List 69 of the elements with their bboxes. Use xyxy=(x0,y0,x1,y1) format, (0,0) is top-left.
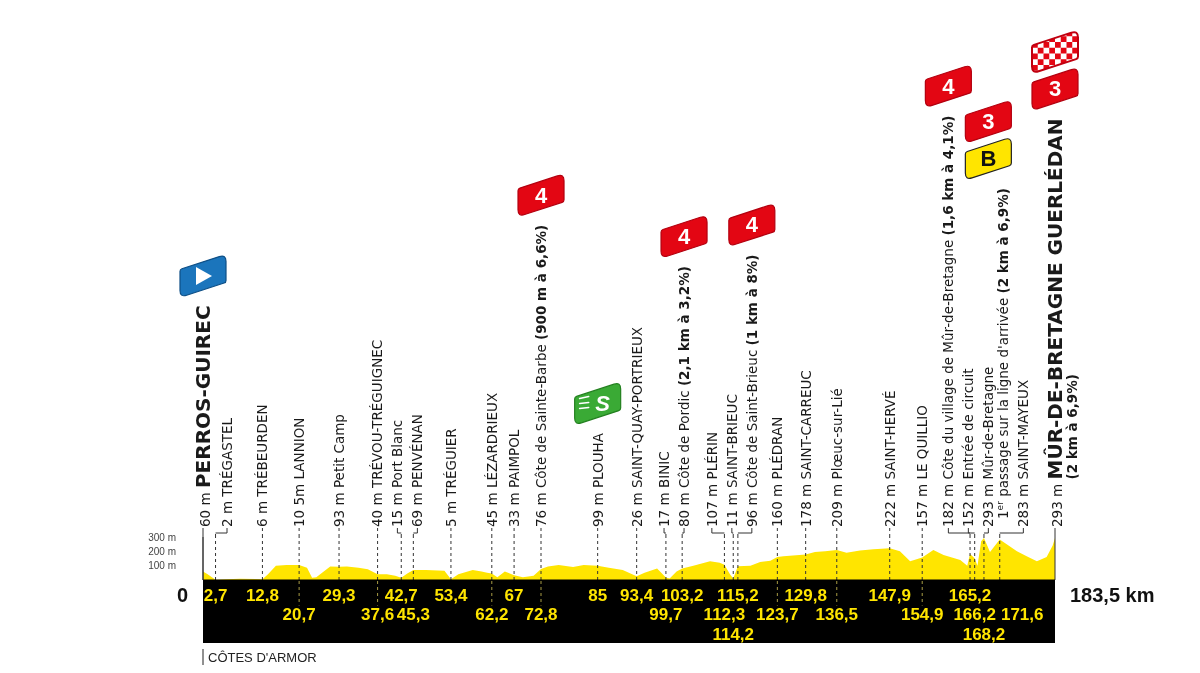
annotation: 37,6 xyxy=(361,605,395,624)
ref-line-label: 107 m PLÉRIN xyxy=(703,431,720,527)
ref-line-label: 293 m MÛR-DE-BRETAGNE GUERLÉDAN (2 km à 6,9%) xyxy=(1043,118,1080,527)
y-tick-label: 200 m xyxy=(148,545,176,557)
annotation: 168,2 xyxy=(962,624,1006,644)
x-tick-label: 129,8 xyxy=(784,585,827,605)
y-tick-label: 100 m xyxy=(148,560,176,572)
ref-line-label: 45 m LÉZARDRIEUX xyxy=(483,392,500,527)
ref-line-label: 33 m PAIMPOL xyxy=(506,429,523,527)
ref-line-label: 80 m Côte de Pordic (2,1 km à 3,2%) xyxy=(676,266,693,527)
x-tick-label: 53,4 xyxy=(434,585,469,605)
ref-line-label: 15 m Port Blanc xyxy=(389,419,406,527)
y-tick-label: 300 m xyxy=(148,531,176,543)
text: 3 xyxy=(982,109,995,135)
x-tick-label: 67 xyxy=(504,585,524,605)
ref-line-label: 209 m Plœuc-sur-Lié xyxy=(828,388,845,527)
x-tick-label: 85 xyxy=(588,585,608,605)
ref-line-label: 10 5m LANNION xyxy=(291,417,308,527)
ref-line-label: 93 m Petit Camp xyxy=(331,414,348,527)
annotation: 136,5 xyxy=(815,605,859,624)
ref-line-label: 17 m BINIC xyxy=(656,451,673,527)
annotation: 183,5 km xyxy=(1070,584,1155,606)
annotation: 171,6 xyxy=(1000,605,1044,624)
annotation: 114,2 xyxy=(712,624,755,644)
ref-line-label: 178 m SAINT-CARREUC xyxy=(797,370,814,527)
text: CÔTES D'ARMOR xyxy=(208,649,317,665)
ref-line-label: 69 m PENVÉNAN xyxy=(409,414,426,527)
annotation: 20,7 xyxy=(282,605,316,624)
x-tick-label: 12,8 xyxy=(245,585,279,605)
ref-line-label: 99 m PLOUHA xyxy=(589,432,606,527)
annotation: 72,8 xyxy=(524,605,558,624)
ref-line-label: 6 m TRÉBEURDEN xyxy=(254,404,271,527)
x-tick-label: 29,3 xyxy=(322,585,356,605)
ref-line-label: 182 m Côte du village de Mûr-de-Bretagne (1,6 km à 4,1%) xyxy=(940,115,957,527)
ref-line-label: 152 m Entrée de circuit xyxy=(960,368,977,527)
annotation: 62,2 xyxy=(475,605,509,624)
x-tick-label: 103,2 xyxy=(660,585,704,605)
ref-line-label: 5 m TRÉGUIER xyxy=(442,428,459,527)
x-tick-label: 42,7 xyxy=(384,585,418,605)
ref-line-label: 60 m PERROS-GUIREC xyxy=(191,305,215,527)
annotation: 99,7 xyxy=(649,605,683,624)
ref-line-label: 96 m Côte de Saint-Brieuc (1 km à 8%) xyxy=(743,254,760,527)
ref-line-label: 283 m SAINT-MAYEUX xyxy=(1015,379,1032,527)
annotation: 166,2 xyxy=(953,605,996,624)
annotation: 0 xyxy=(176,584,188,606)
x-tick-label: 165,2 xyxy=(948,585,992,605)
ref-line-label: 40 m TRÉVOU-TRÉGUIGNEC xyxy=(369,339,386,527)
ref-line-label: 160 m PLÉDRAN xyxy=(769,416,786,527)
annotation: 154,9 xyxy=(900,605,944,624)
text: 4 xyxy=(677,224,691,250)
ref-line-label: 157 m LE QUILLIO xyxy=(914,405,931,527)
x-tick-label: 2,7 xyxy=(203,585,228,605)
x-tick-label: 147,9 xyxy=(868,585,911,605)
text: 4 xyxy=(534,182,548,208)
ref-line-label: 11 m SAINT-BRIEUC xyxy=(723,394,740,527)
text: S xyxy=(595,391,611,417)
annotation: 123,7 xyxy=(756,605,799,624)
ref-line-label: 26 m SAINT-QUAY-PORTRIEUX xyxy=(628,326,645,527)
x-tick-label: 93,4 xyxy=(620,585,654,605)
ref-line-label: 2 m TRÉGASTEL xyxy=(219,417,235,527)
ref-line-label: 222 m SAINT-HERVÉ xyxy=(881,390,898,527)
text: 3 xyxy=(1048,76,1062,102)
x-tick-label: 115,2 xyxy=(717,585,759,605)
annotation: 112,3 xyxy=(703,605,746,624)
text: B xyxy=(980,146,997,172)
ref-line-label: 76 m Côte de Sainte-Barbe (900 m à 6,6%) xyxy=(533,224,550,527)
text: 4 xyxy=(942,73,956,99)
text: 4 xyxy=(745,212,759,238)
annotation: 45,3 xyxy=(396,605,430,624)
